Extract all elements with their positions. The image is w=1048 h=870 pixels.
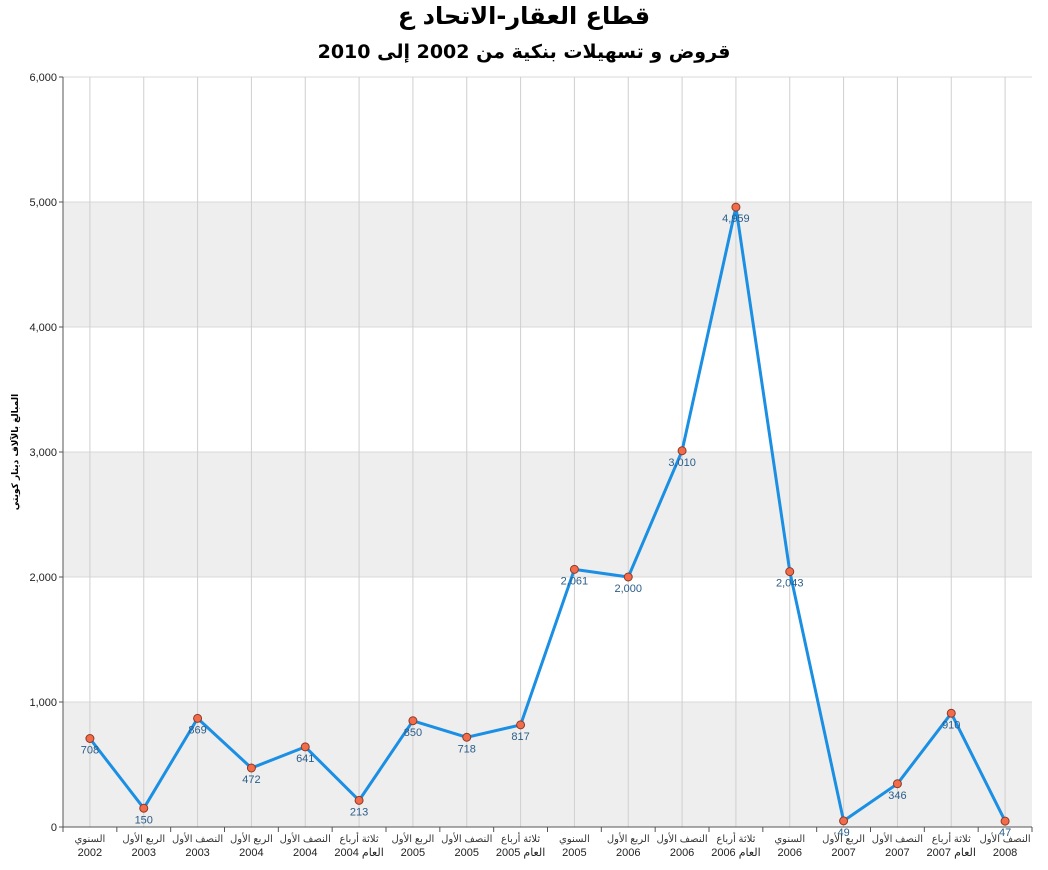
data-labels-layer: 708 150 869 472 641 213 850 718 817 2,061 2,000 3,0… xyxy=(81,213,1011,839)
x-tick-label-line1: الربع الأول xyxy=(122,833,165,845)
data-point xyxy=(623,572,633,582)
data-point xyxy=(246,763,256,773)
chart-subtitle: قروض و تسهيلات بنكية من 2002 إلى 2010 xyxy=(318,41,731,63)
grid-band xyxy=(63,452,1032,577)
x-tick-label-line1: النصف الأول xyxy=(441,833,492,845)
x-tick-label-line1: ثلاثة أرباع xyxy=(340,832,379,845)
data-label: 49 xyxy=(837,827,849,839)
x-tick-label-line2: 2005 xyxy=(562,847,586,859)
x-tick-label-line2: 2007 xyxy=(885,847,909,859)
data-label: 3,010 xyxy=(668,457,696,469)
y-tick-label: 5,000 xyxy=(29,197,57,209)
x-tick-label-line1: النصف الأول xyxy=(872,833,923,845)
data-point xyxy=(193,713,203,723)
data-label: 641 xyxy=(296,753,314,765)
x-tick-label-line2: العام 2007 xyxy=(927,847,976,859)
x-tick-label-line1: النصف الأول xyxy=(656,833,707,845)
y-axis-label: المبالغ بالآلاف دينار كويتي xyxy=(9,394,21,510)
y-tick-label: 0 xyxy=(51,822,57,834)
x-tick-label-line1: النصف الأول xyxy=(280,833,331,845)
x-tick-label-line1: النصف الأول xyxy=(172,833,223,845)
x-tick-label-line2: 2006 xyxy=(616,847,640,859)
data-label: 2,061 xyxy=(561,575,589,587)
x-tick-label-line2: 2004 xyxy=(239,847,263,859)
x-tick-label-line1: السنوي xyxy=(774,834,805,845)
x-tick-label-line1: النصف الأول xyxy=(979,833,1030,845)
x-tick-label-line2: 2004 xyxy=(293,847,317,859)
x-tick-label-line2: 2006 xyxy=(778,847,802,859)
x-tick-label-line2: 2005 xyxy=(455,847,479,859)
data-label: 47 xyxy=(999,827,1011,839)
vertical-gridlines xyxy=(89,77,1006,827)
data-point xyxy=(85,734,95,743)
data-label: 472 xyxy=(242,774,260,786)
grid-band xyxy=(63,202,1032,327)
x-tick-label-line2: العام 2006 xyxy=(711,847,760,859)
x-tick-label-line1: الربع الأول xyxy=(230,833,273,845)
x-tick-label-line1: الربع الأول xyxy=(392,833,435,845)
data-point xyxy=(408,716,418,726)
data-label: 2,043 xyxy=(776,578,804,590)
data-point xyxy=(1000,816,1010,826)
x-tick-label-line2: 2005 xyxy=(401,847,425,859)
x-tick-label-line2: 2006 xyxy=(670,847,694,859)
y-tick-label: 4,000 xyxy=(29,322,57,334)
data-label: 817 xyxy=(511,731,529,743)
y-tick-label: 3,000 xyxy=(29,447,57,459)
data-point xyxy=(839,816,849,826)
data-point xyxy=(946,708,956,718)
x-tick-label-line1: السنوي xyxy=(559,834,590,845)
data-label: 910 xyxy=(942,719,960,731)
x-tick-label-line1: السنوي xyxy=(75,834,106,845)
data-label: 150 xyxy=(135,814,153,826)
grid-bands xyxy=(63,76,1032,828)
data-point xyxy=(892,779,902,789)
y-tick-labels: 0 1,000 2,000 3,000 4,000 5,000 6,000 xyxy=(29,72,63,834)
data-label: 213 xyxy=(350,806,368,818)
x-tick-label-line1: الربع الأول xyxy=(607,833,650,845)
x-tick-label-line2: 2007 xyxy=(831,847,855,859)
data-point xyxy=(300,742,310,752)
data-point xyxy=(677,446,687,456)
x-tick-label-line2: 2003 xyxy=(185,847,209,859)
x-tick-labels: السنوي 2002 الربع الأول 2003 النصف الأول 2003… xyxy=(75,832,1031,859)
data-label: 850 xyxy=(404,727,422,739)
series-line xyxy=(88,205,1007,823)
markers-layer xyxy=(85,202,1010,826)
data-label: 2,000 xyxy=(614,583,642,595)
data-label: 718 xyxy=(458,743,476,755)
x-tick-label-line2: العام 2005 xyxy=(496,847,545,859)
data-point xyxy=(569,564,579,574)
data-point xyxy=(785,567,795,577)
data-point xyxy=(731,202,741,212)
data-label: 4,959 xyxy=(722,213,750,225)
series-layer xyxy=(88,205,1007,823)
grid-band xyxy=(63,702,1032,827)
x-tick-label-line1: ثلاثة أرباع xyxy=(716,832,755,845)
x-tick-label-line2: 2003 xyxy=(132,847,156,859)
data-point xyxy=(516,720,526,730)
x-tick-label-line2: العام 2004 xyxy=(334,847,383,859)
x-tick-label-line1: ثلاثة أرباع xyxy=(932,832,971,845)
y-tick-label: 6,000 xyxy=(29,72,57,84)
x-tick-label-line1: الربع الأول xyxy=(822,833,865,845)
y-tick-label: 2,000 xyxy=(29,572,57,584)
data-label: 346 xyxy=(888,790,906,802)
data-point xyxy=(354,795,364,805)
data-point xyxy=(462,732,472,742)
data-point xyxy=(139,803,149,813)
x-tick-label-line2: 2002 xyxy=(78,847,102,859)
y-tick-label: 1,000 xyxy=(29,697,57,709)
data-label: 869 xyxy=(188,724,206,736)
x-tick-label-line2: 2008 xyxy=(993,847,1017,859)
chart-title: قطاع العقار-الاتحاد ع xyxy=(398,2,650,30)
x-tick-label-line1: ثلاثة أرباع xyxy=(501,832,540,845)
data-label: 708 xyxy=(81,745,99,757)
